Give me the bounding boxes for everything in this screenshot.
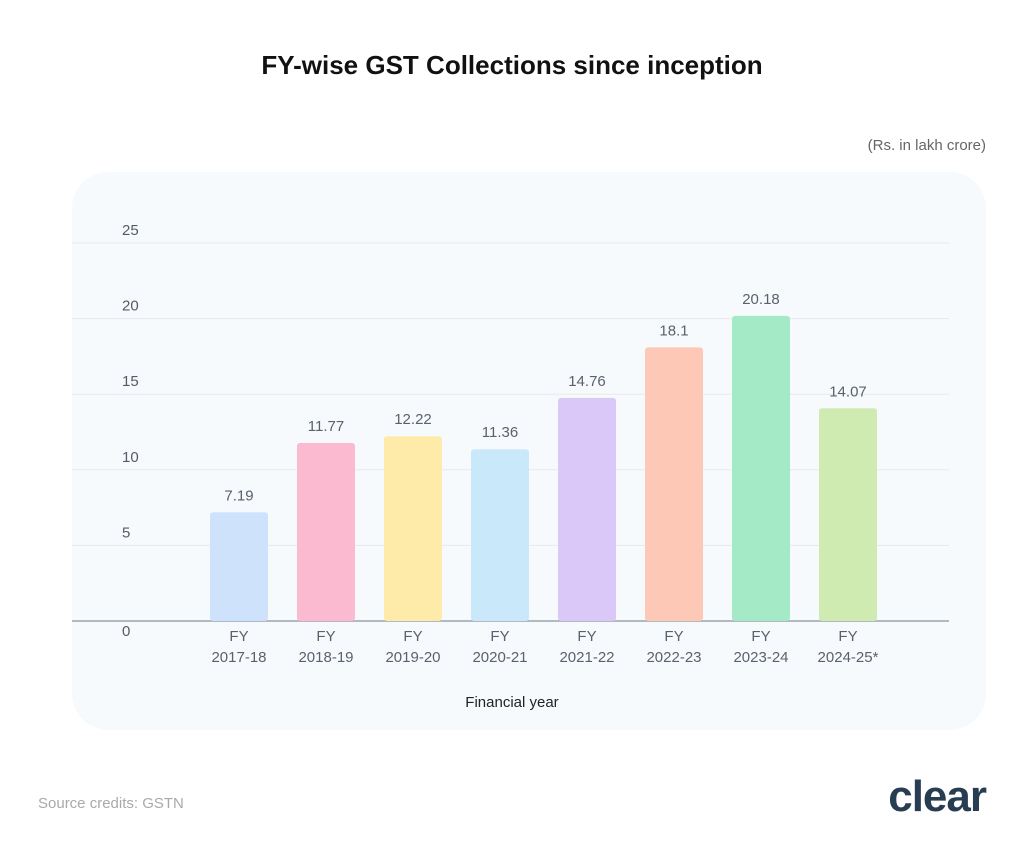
x-tick-label: 2019-20 — [385, 649, 440, 666]
bar — [471, 449, 529, 621]
bar — [558, 397, 616, 621]
chart-title: FY-wise GST Collections since inception — [261, 50, 763, 80]
clear-logo: clear — [888, 772, 987, 821]
bar-value-label: 20.18 — [742, 291, 780, 308]
bar-value-label: 11.77 — [308, 418, 344, 435]
unit-note: (Rs. in lakh crore) — [867, 137, 986, 154]
x-tick-label: FY — [838, 628, 857, 645]
bar-value-label: 7.19 — [224, 487, 253, 504]
y-tick-label: 25 — [122, 222, 139, 239]
x-tick-label: FY — [229, 628, 248, 645]
y-tick-label: 20 — [122, 298, 139, 315]
x-tick-label: 2018-19 — [298, 649, 353, 666]
x-tick-label: 2021-22 — [559, 649, 614, 666]
bar-value-label: 12.22 — [394, 411, 432, 428]
bar — [297, 443, 355, 621]
x-tick-label: FY — [490, 628, 509, 645]
x-axis-title: Financial year — [465, 694, 558, 711]
bar — [210, 512, 268, 621]
source-credits: Source credits: GSTN — [38, 795, 184, 812]
x-tick-label: 2023-24 — [733, 649, 788, 666]
x-tick-label: FY — [664, 628, 683, 645]
bar — [645, 347, 703, 621]
x-tick-label: FY — [751, 628, 770, 645]
y-tick-label: 10 — [122, 449, 139, 466]
bar-chart: 0 5 10 15 20 25 7.19 FY 2017-18 11.77 FY 2018-19 12.… — [72, 222, 949, 711]
x-tick-label: 2024-25* — [818, 649, 879, 666]
bar-value-label: 14.76 — [568, 373, 606, 390]
bar-value-label: 14.07 — [829, 383, 867, 400]
x-tick-label: 2022-23 — [646, 649, 701, 666]
y-tick-label: 15 — [122, 373, 139, 390]
x-tick-label: FY — [403, 628, 422, 645]
bar — [384, 436, 442, 621]
x-tick-label: FY — [577, 628, 596, 645]
x-tick-label: 2017-18 — [211, 649, 266, 666]
y-tick-label: 5 — [122, 524, 130, 541]
x-tick-label: 2020-21 — [472, 649, 527, 666]
bar-value-label: 18.1 — [659, 322, 688, 339]
bar — [732, 315, 790, 621]
chart-panel: 0 5 10 15 20 25 7.19 FY 2017-18 11.77 FY 2018-19 12.… — [72, 172, 986, 730]
bar — [819, 408, 877, 621]
bar-value-label: 11.36 — [482, 424, 518, 441]
x-tick-label: FY — [316, 628, 335, 645]
y-tick-label: 0 — [122, 623, 130, 640]
